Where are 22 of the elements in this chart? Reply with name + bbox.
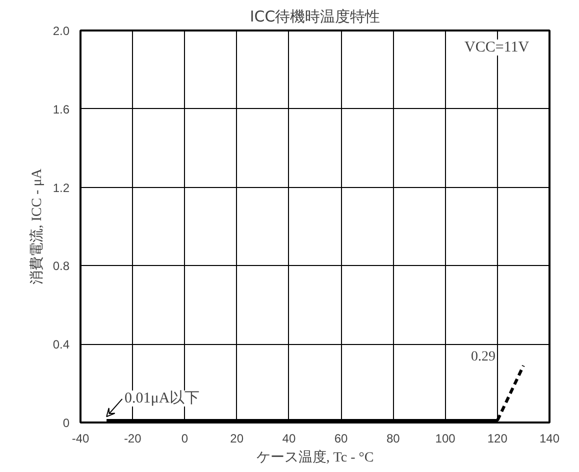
y-tick-label: 1.2 <box>52 180 70 195</box>
x-tick-label: 100 <box>435 432 456 446</box>
x-tick-label: 80 <box>386 432 400 446</box>
y-tick-label: 0 <box>62 416 70 430</box>
x-tick-label: 0 <box>181 432 188 446</box>
y-tick-label: 0.8 <box>52 259 70 274</box>
y-tick-label: 0.4 <box>52 338 70 352</box>
annotation: 0.29 <box>470 350 496 365</box>
x-axis-title: ケース温度, Tc - °C <box>256 450 374 466</box>
x-tick-label: 120 <box>487 432 508 446</box>
x-tick-label: -20 <box>124 432 142 446</box>
y-tick-label: 1.6 <box>52 102 70 116</box>
x-tick-label: -40 <box>72 432 90 446</box>
chart-title: ICC待機時温度特性 <box>250 8 380 26</box>
x-tick-label: 60 <box>334 432 348 446</box>
annotation: 0.01μA以下 <box>124 390 200 407</box>
annotation: VCC=11V <box>464 40 530 56</box>
y-axis-title: 消費電流, ICC - μA <box>28 168 45 284</box>
x-tick-label: 140 <box>539 432 560 446</box>
x-tick-label: 20 <box>230 432 244 446</box>
y-tick-label: 2.0 <box>52 24 70 38</box>
x-tick-label: 40 <box>282 432 296 446</box>
